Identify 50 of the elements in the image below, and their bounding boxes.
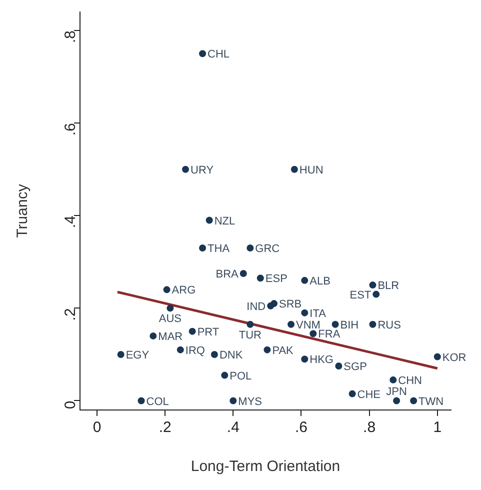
data-label: MAR — [158, 330, 183, 343]
data-label: PAK — [272, 344, 294, 357]
data-label: ALB — [310, 275, 330, 288]
x-tick-label: .8 — [363, 419, 376, 436]
data-label: BRA — [216, 268, 240, 281]
data-label: FRA — [318, 328, 341, 341]
data-label: CHN — [398, 374, 422, 387]
x-axis-title: Long-Term Orientation — [190, 458, 340, 476]
data-label: POL — [230, 370, 252, 382]
data-label: TWN — [418, 396, 444, 408]
data-label: NZL — [214, 215, 236, 228]
data-label: PRT — [197, 326, 220, 338]
data-label: DNK — [219, 349, 244, 362]
data-label: ITA — [310, 308, 327, 320]
data-label: CHL — [208, 48, 230, 61]
data-label: HUN — [299, 164, 324, 176]
y-tick-label: .2 — [62, 308, 80, 321]
data-label: URY — [190, 164, 214, 176]
data-label: MYS — [238, 396, 262, 408]
data-label: HKG — [310, 354, 334, 366]
data-label: GRC — [255, 243, 280, 256]
data-label: THA — [208, 243, 230, 256]
data-label: ESP — [265, 273, 288, 286]
y-tick-label: .6 — [62, 123, 80, 136]
data-label: BIH — [340, 319, 359, 332]
y-axis-title: Truancy — [14, 184, 32, 238]
data-label: JPN — [386, 386, 407, 398]
x-tick-label: .4 — [226, 419, 240, 436]
data-label: ARG — [172, 284, 196, 297]
data-label: BLR — [378, 280, 400, 292]
data-label: IRQ — [185, 344, 206, 357]
data-label: AUS — [158, 313, 182, 326]
x-tick-label: 1 — [433, 419, 442, 436]
data-label: CHE — [357, 388, 381, 401]
data-label: EGY — [126, 349, 150, 362]
data-label: VNM — [296, 319, 320, 332]
data-label: IND — [246, 300, 266, 313]
y-tick-label: .4 — [62, 216, 80, 228]
y-tick-label: 0 — [62, 400, 80, 410]
data-label: SRB — [279, 298, 302, 311]
data-label: TUR — [238, 329, 262, 342]
x-tick-label: .6 — [294, 419, 308, 436]
x-tick-label: 0 — [92, 419, 102, 436]
x-tick-label: .2 — [158, 419, 172, 436]
y-tick-label: .8 — [62, 30, 80, 44]
data-label: COL — [146, 396, 169, 408]
data-label: SGP — [344, 361, 367, 374]
data-label: RUS — [378, 319, 401, 332]
data-label: KOR — [442, 352, 466, 364]
data-label: EST — [350, 289, 372, 302]
